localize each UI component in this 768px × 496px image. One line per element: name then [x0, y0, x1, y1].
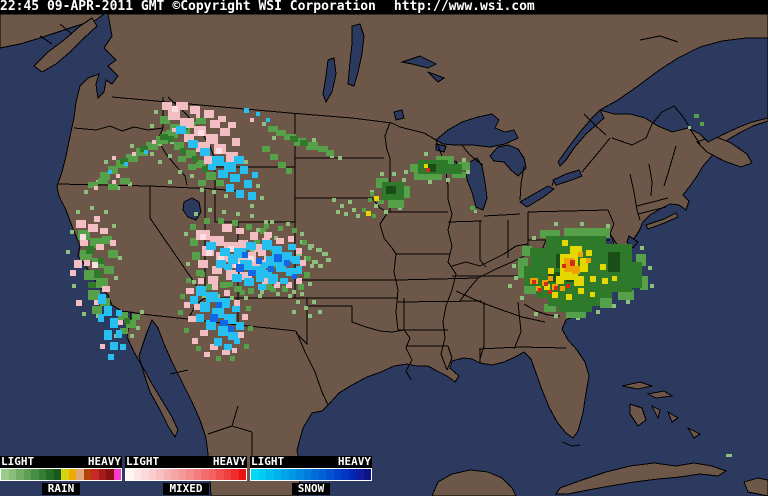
st-lawrence-river — [557, 109, 605, 167]
legend-color-cell — [281, 469, 289, 480]
legend-mixed-colorbar — [125, 468, 247, 481]
legend-color-cell — [288, 469, 296, 480]
legend-color-cell — [53, 469, 61, 480]
legend-snow-intensity-row: LIGHT HEAVY — [250, 456, 372, 468]
copyright-text: ©Copyright WSI Corporation — [172, 0, 376, 14]
legend-color-cell — [193, 469, 201, 480]
cuba — [555, 462, 728, 495]
legend-color-cell — [16, 469, 24, 480]
legend-color-cell — [113, 469, 121, 480]
bc-coast — [0, 14, 105, 49]
legend-color-cell — [216, 469, 224, 480]
legend-color-cell — [98, 469, 106, 480]
legend-color-cell — [38, 469, 46, 480]
legend-color-cell — [61, 469, 69, 480]
precip-legend: LIGHT HEAVY RAIN LIGHT HEAVY MIXED LIGHT… — [0, 456, 372, 495]
legend-rain-heavy-label: HEAVY — [87, 455, 121, 468]
hispaniola — [743, 477, 768, 496]
legend-mixed-intensity-row: LIGHT HEAVY — [125, 456, 247, 468]
legend-color-cell — [363, 469, 371, 480]
legend-color-cell — [76, 469, 84, 480]
legend-color-cell — [133, 469, 141, 480]
legend-color-cell — [83, 469, 91, 480]
legend-color-cell — [238, 469, 246, 480]
vancouver-island — [33, 17, 98, 73]
legend-color-cell — [178, 469, 186, 480]
lake-huron — [489, 144, 527, 177]
legend-snow-caption: SNOW — [250, 481, 372, 495]
nova-scotia — [696, 135, 753, 168]
legend-color-cell — [341, 469, 349, 480]
timestamp-text: 22:45 09-APR-2011 GMT — [0, 0, 165, 14]
legend-color-cell — [23, 469, 31, 480]
legend-snow: LIGHT HEAVY SNOW — [250, 456, 372, 495]
us-radar-map — [0, 14, 768, 496]
legend-color-cell — [273, 469, 281, 480]
legend-color-cell — [171, 469, 179, 480]
legend-color-cell — [258, 469, 266, 480]
lake-of-the-woods — [393, 109, 405, 121]
legend-rain-caption: RAIN — [0, 481, 122, 495]
legend-color-cell — [231, 469, 239, 480]
url-text: http://www.wsi.com — [393, 0, 535, 14]
map-area: LIGHT HEAVY RAIN LIGHT HEAVY MIXED LIGHT… — [0, 14, 768, 496]
bahamas — [621, 381, 701, 439]
yucatan — [431, 469, 517, 496]
long-island — [645, 212, 679, 230]
legend-color-cell — [156, 469, 164, 480]
legend-snow-heavy-label: HEAVY — [337, 455, 371, 468]
legend-color-cell — [251, 469, 259, 480]
legend-snow-light-label: LIGHT — [251, 455, 285, 468]
delaware-bay — [626, 235, 639, 249]
radar-echoes — [66, 102, 732, 457]
legend-color-cell — [348, 469, 356, 480]
legend-mixed-heavy-label: HEAVY — [212, 455, 246, 468]
legend-color-cell — [326, 469, 334, 480]
legend-color-cell — [141, 469, 149, 480]
legend-color-cell — [163, 469, 171, 480]
legend-color-cell — [31, 469, 39, 480]
legend-color-cell — [148, 469, 156, 480]
legend-color-cell — [296, 469, 304, 480]
legend-rain-intensity-row: LIGHT HEAVY — [0, 456, 122, 468]
legend-snow-colorbar — [250, 468, 372, 481]
legend-color-cell — [266, 469, 274, 480]
legend-color-cell — [208, 469, 216, 480]
legend-color-cell — [91, 469, 99, 480]
lake-manitoba — [322, 57, 337, 104]
legend-color-cell — [186, 469, 194, 480]
lake-superior — [435, 113, 519, 148]
legend-color-cell — [68, 469, 76, 480]
lake-erie — [519, 185, 555, 208]
legend-color-cell — [8, 469, 16, 480]
legend-color-cell — [333, 469, 341, 480]
legend-color-cell — [223, 469, 231, 480]
lake-winnipeg — [347, 23, 365, 87]
legend-rain-colorbar — [0, 468, 122, 481]
legend-color-cell — [46, 469, 54, 480]
legend-snow-label: SNOW — [291, 483, 331, 495]
legend-rain-light-label: LIGHT — [1, 455, 35, 468]
legend-color-cell — [356, 469, 364, 480]
legend-color-cell — [311, 469, 319, 480]
legend-color-cell — [1, 469, 9, 480]
legend-color-cell — [318, 469, 326, 480]
legend-color-cell — [126, 469, 134, 480]
legend-mixed-caption: MIXED — [125, 481, 247, 495]
legend-color-cell — [303, 469, 311, 480]
legend-color-cell — [201, 469, 209, 480]
legend-rain: LIGHT HEAVY RAIN — [0, 456, 122, 495]
legend-mixed: LIGHT HEAVY MIXED — [125, 456, 247, 495]
legend-mixed-label: MIXED — [163, 483, 209, 495]
legend-rain-label: RAIN — [41, 483, 81, 495]
legend-color-cell — [106, 469, 114, 480]
gulf-st-lawrence — [598, 37, 768, 143]
legend-mixed-light-label: LIGHT — [126, 455, 160, 468]
lake-ontario — [552, 169, 583, 186]
title-bar: 22:45 09-APR-2011 GMT ©Copyright WSI Corp… — [0, 0, 768, 14]
canadian-lakes — [400, 55, 446, 83]
